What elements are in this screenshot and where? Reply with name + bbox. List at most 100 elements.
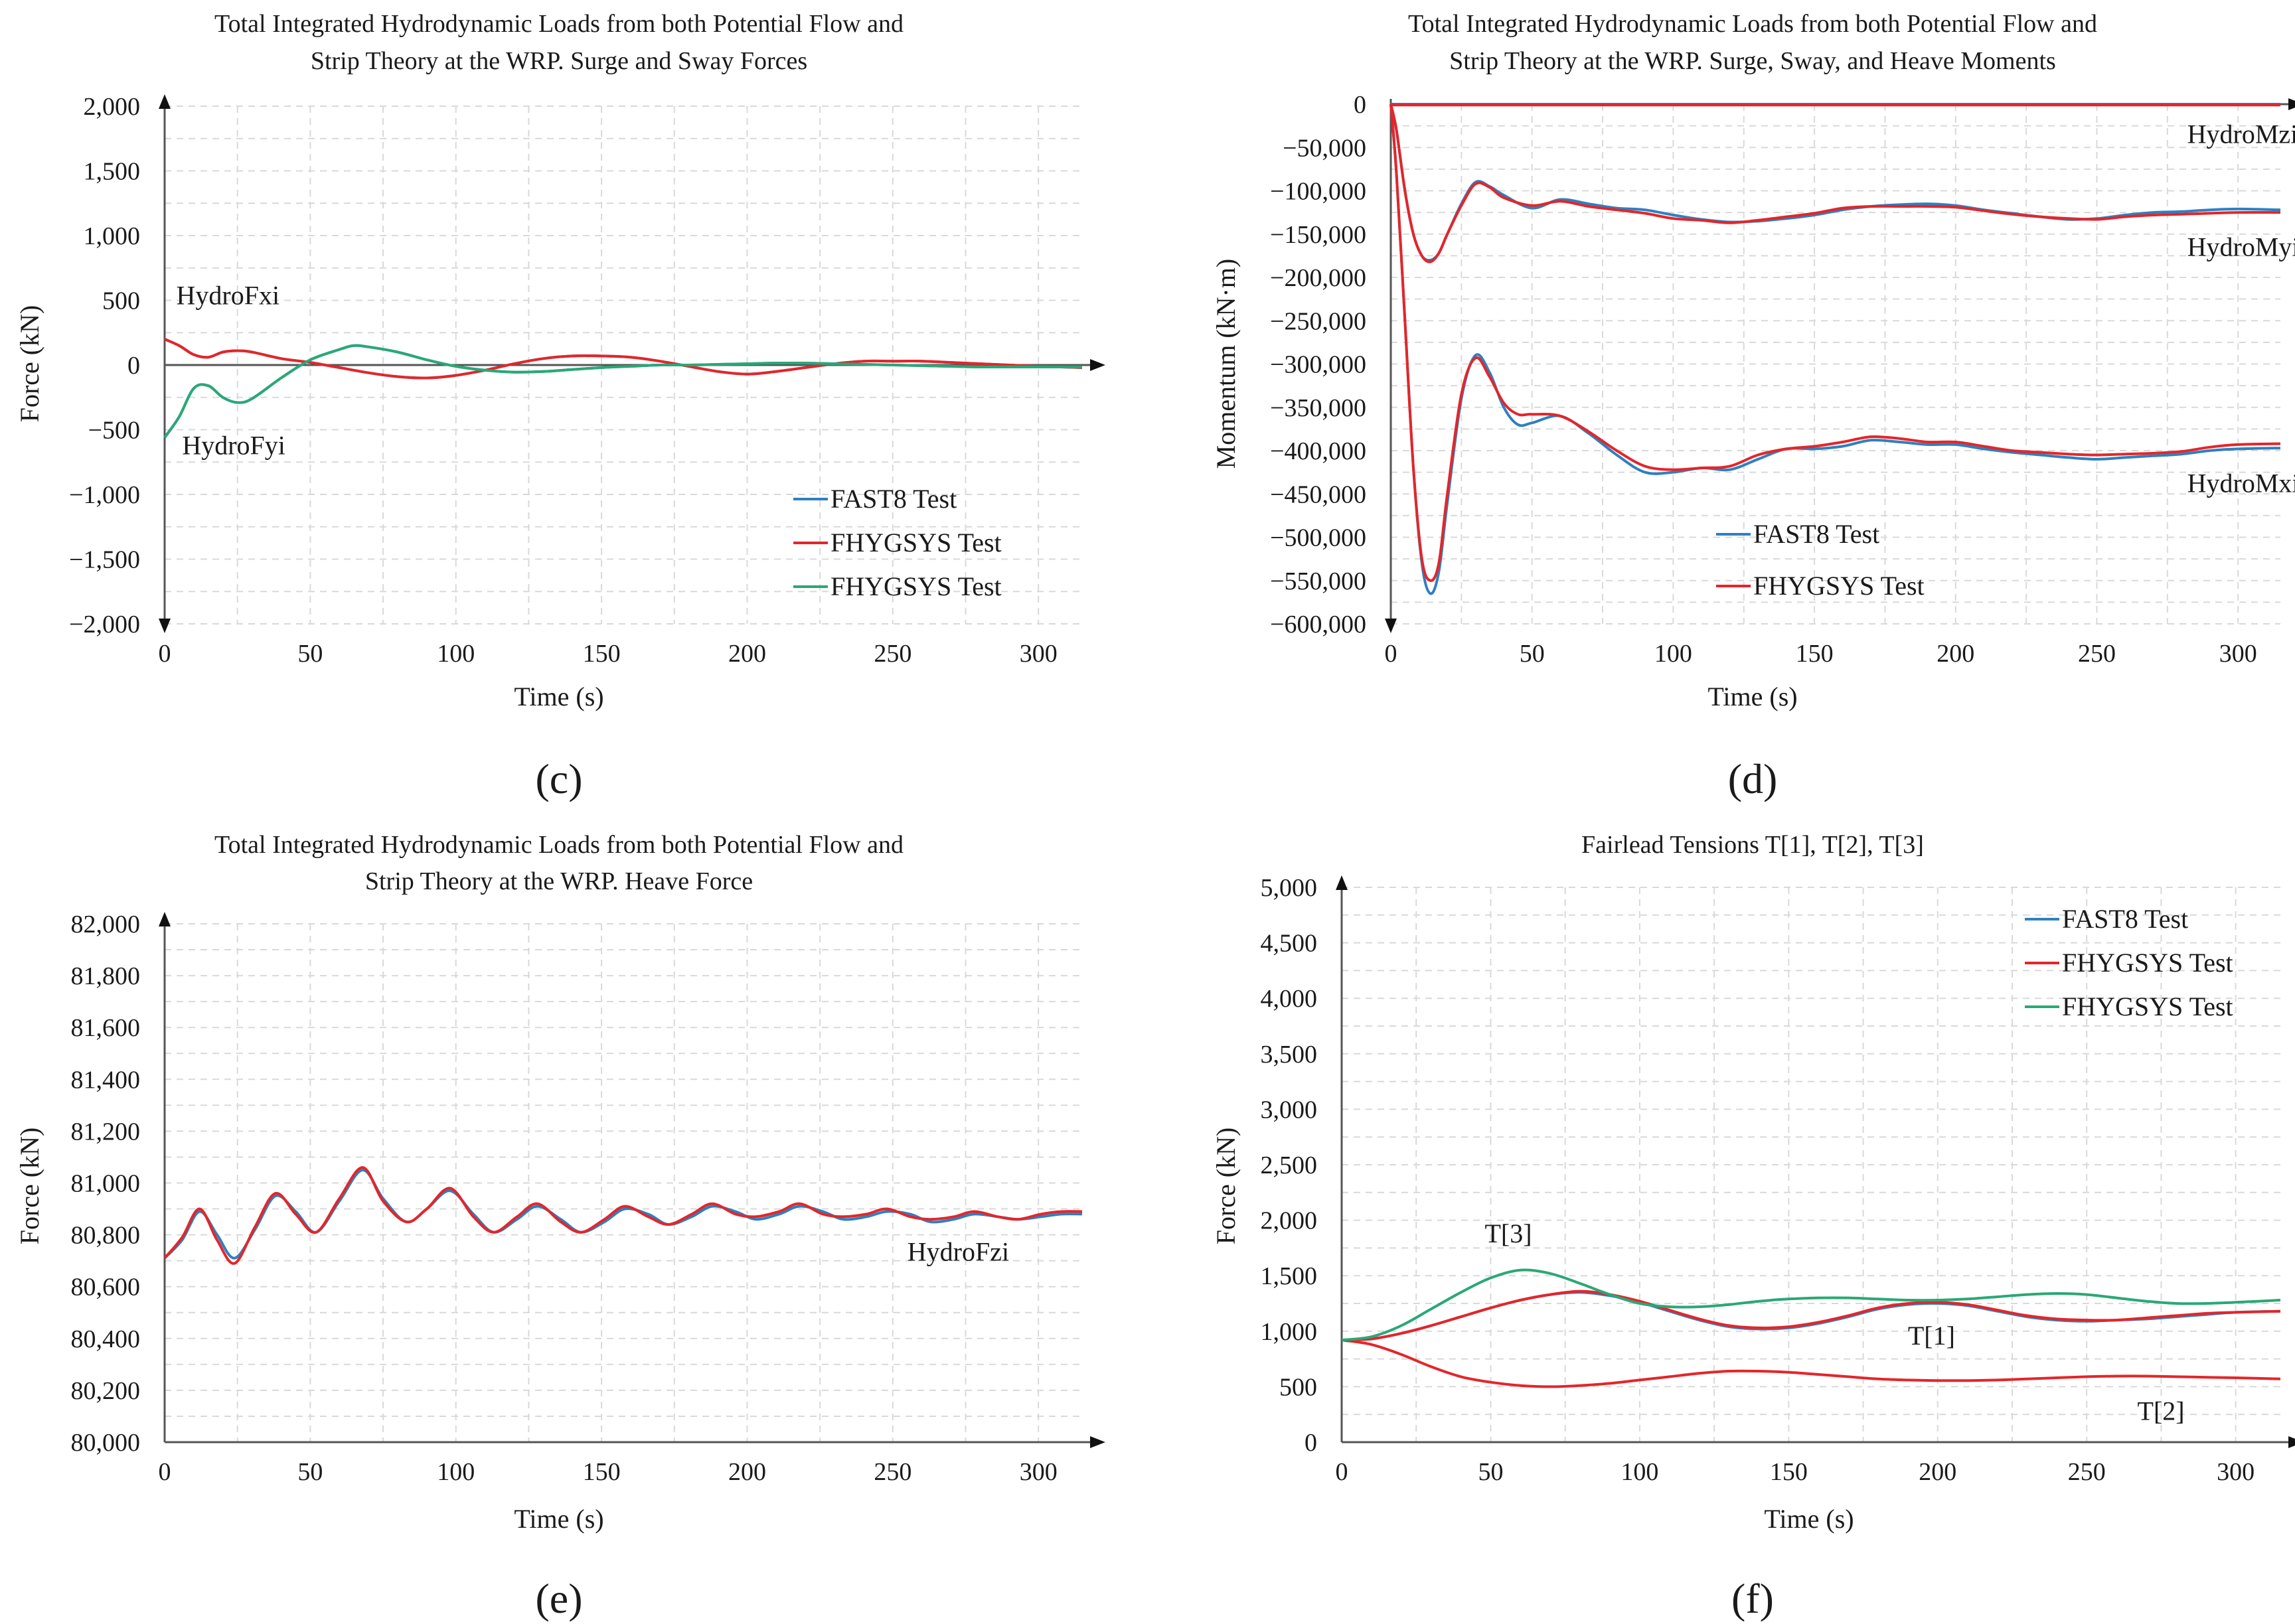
panel-c-x-tick-label: 250 [874,640,911,668]
panel-c-title-line2: Strip Theory at the WRP. Surge and Sway … [311,47,807,75]
panel-c-y-tick-label: 0 [127,352,140,380]
panel-d-y-tick-label: −50,000 [1283,134,1366,162]
panel-c-y-tick-label: −2,000 [69,611,140,638]
panel-c-annotation: HydroFyi [182,431,285,461]
panel-e-label: (e) [535,1575,582,1622]
panel-d-y-tick-label: −250,000 [1270,307,1366,335]
panel-c-y-axis-arrow-down [159,619,171,633]
panel-d-title-line1: Total Integrated Hydrodynamic Loads from… [1408,10,2097,38]
panel-d-annotation: HydroMyi [2187,232,2295,261]
panel-e-y-tick-label: 80,600 [71,1274,141,1301]
panel-d-y-tick-label: 0 [1354,91,1366,119]
panel-c-y-tick-label: 1,000 [84,222,141,250]
panel-f-x-tick-label: 100 [1621,1458,1658,1486]
panel-d-y-tick-label: −100,000 [1270,178,1366,206]
panel-f-title-line1: Fairlead Tensions T[1], T[2], T[3] [1581,831,1924,859]
panel-f-y-tick-label: 5,000 [1261,874,1318,902]
panel-c-x-tick-label: 200 [728,640,766,668]
panel-d-label: (d) [1728,755,1778,802]
panel-f-y-axis-arrow-up [1336,875,1348,890]
panel-d-x-tick-label: 300 [2219,640,2257,668]
panel-f-x-tick-label: 0 [1336,1458,1348,1486]
panel-c-legend-label: FAST8 Test [831,484,957,514]
panel-d-y-axis-label: Momentum (kN·m) [1211,259,1241,469]
panel-f-y-axis-label: Force (kN) [1211,1128,1241,1245]
panel-f-legend-label: FHYGSYS Test [2062,948,2233,978]
panel-e-x-axis-arrow [1090,1436,1105,1448]
panel-f-series-t-3-fhygsys [1341,1268,2281,1342]
panel-e-y-axis-label: Force (kN) [15,1128,44,1245]
panel-d-title-line2: Strip Theory at the WRP. Surge, Sway, an… [1449,47,2056,75]
panel-f-y-tick-label: 4,000 [1261,985,1318,1013]
panel-e-y-tick-label: 81,200 [71,1118,141,1145]
panel-c-label: (c) [535,755,582,802]
panel-e-y-tick-label: 80,200 [71,1377,141,1405]
panel-e-x-tick-label: 200 [728,1458,766,1486]
panel-d-y-tick-label: −200,000 [1270,264,1366,292]
panel-e-x-tick-label: 300 [1020,1458,1058,1486]
panel-f-y-tick-label: 1,000 [1261,1318,1318,1346]
panel-f-x-tick-label: 300 [2217,1458,2255,1486]
panel-e-series-hydrofzi-fast8 [163,1169,1083,1260]
panel-c-y-tick-label: −500 [88,417,140,445]
panel-c-x-axis-arrow [1090,359,1105,371]
panel-d-y-tick-label: −350,000 [1270,394,1366,422]
panel-f-x-axis-arrow [2288,1436,2295,1448]
panel-c-x-tick-label: 150 [583,640,621,668]
panel-c-title-line1: Total Integrated Hydrodynamic Loads from… [214,10,904,38]
panel-e-series-hydrofzi-fhygsys [163,1166,1083,1265]
panel-c-x-axis-label: Time (s) [514,682,603,711]
panel-f-y-tick-label: 2,000 [1261,1207,1318,1235]
panel-f-y-tick-label: 500 [1279,1373,1317,1401]
panel-d-y-tick-label: −600,000 [1270,611,1366,638]
panel-f-x-axis-label: Time (s) [1764,1504,1854,1534]
panel-f-x-tick-label: 250 [2068,1458,2106,1486]
panel-f-annotation: T[2] [2138,1396,2185,1426]
panel-c-x-tick-label: 50 [297,640,323,668]
panel-f-x-tick-label: 200 [1919,1458,1956,1486]
panel-d-legend-label: FAST8 Test [1753,519,1879,549]
panel-d-series-hydromyi-fhygsys [1389,104,2281,263]
panel-d-annotation: HydroMxi [2187,469,2295,498]
panel-e-y-tick-label: 82,000 [71,911,141,938]
panel-f-legend-label: FAST8 Test [2062,904,2188,934]
panel-d-y-tick-label: −450,000 [1270,480,1366,508]
panel-d-x-tick-label: 250 [2078,640,2116,668]
panel-e-x-tick-label: 50 [297,1458,323,1486]
panel-d-y-tick-label: −400,000 [1270,437,1366,465]
panel-c-y-tick-label: −1,000 [69,481,140,509]
panel-e-y-tick-label: 81,800 [71,962,141,990]
panel-f-y-tick-label: 3,000 [1261,1096,1318,1124]
panel-f-chart: Fairlead Tensions T[1], T[2], T[3] 0 50 10… [1211,831,2295,1622]
panel-c-legend-label: FHYGSYS Test [831,528,1002,557]
panel-f-annotation: T[3] [1484,1218,1532,1248]
panel-c-x-tick-label: 300 [1020,640,1058,668]
panel-e-y-axis-arrow-up [159,912,171,926]
panel-e-x-tick-label: 0 [159,1458,171,1486]
panel-d-x-tick-label: 150 [1796,640,1834,668]
panel-e-x-tick-label: 100 [437,1458,475,1486]
panel-e-y-tick-label: 80,000 [71,1429,141,1457]
panel-e-chart: Total Integrated Hydrodynamic Loads from… [15,831,1105,1622]
panel-f-y-tick-label: 4,500 [1261,930,1318,958]
panel-f-x-tick-label: 50 [1478,1458,1503,1486]
panel-d-x-tick-label: 200 [1937,640,1974,668]
panel-c-y-tick-label: 1,500 [84,158,141,186]
panel-f-y-tick-label: 3,500 [1261,1041,1318,1069]
panel-c-y-tick-label: −1,500 [69,546,140,574]
panel-c-y-axis-arrow-up [159,94,171,109]
panel-e-y-tick-label: 81,400 [71,1066,141,1094]
panel-d-series-hydromxi-fast8 [1389,104,2281,595]
panel-c-series-hydrofyi-fhygsys [163,344,1082,439]
panel-e-y-tick-label: 81,000 [71,1170,141,1198]
panel-d-annotation: HydroMzi [2187,119,2295,149]
panel-e-y-tick-label: 81,600 [71,1014,141,1042]
panel-f-legend-label: FHYGSYS Test [2062,992,2233,1021]
panel-f-annotation: T[1] [1908,1321,1955,1351]
panel-d-x-axis-arrow [2288,98,2295,110]
panel-c-chart: Total Integrated Hydrodynamic Loads from… [15,10,1105,802]
panel-c-annotation: HydroFxi [177,280,280,310]
panel-d-x-tick-label: 100 [1654,640,1692,668]
panel-e-title-line1: Total Integrated Hydrodynamic Loads from… [214,831,904,859]
